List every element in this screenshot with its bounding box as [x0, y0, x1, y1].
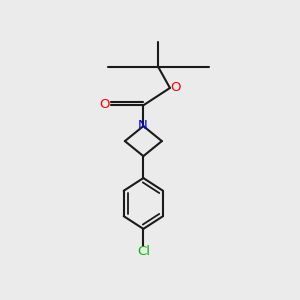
Text: Cl: Cl — [137, 245, 150, 258]
Text: N: N — [138, 119, 148, 132]
Text: O: O — [170, 81, 181, 94]
Text: O: O — [99, 98, 110, 111]
